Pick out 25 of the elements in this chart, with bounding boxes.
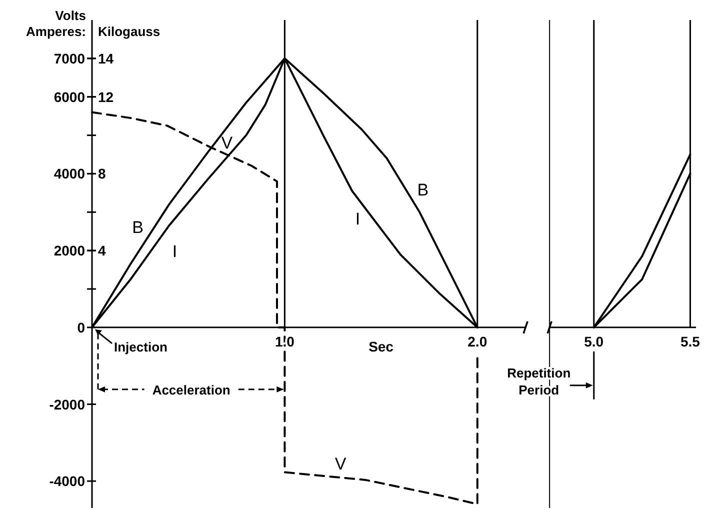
y2-tick-label: 14: [98, 50, 114, 66]
y2-axis-title: Kilogauss: [98, 24, 160, 39]
series-label: I: [355, 210, 360, 229]
y-tick-label: -4000: [49, 473, 86, 490]
text: V: [334, 454, 346, 474]
y2-tick-label: 12: [98, 88, 114, 105]
annotation: Acceleration: [152, 382, 230, 398]
series-label: B: [132, 218, 144, 238]
y2-tick-label: 4: [98, 242, 106, 259]
x-tick-label: 5.0: [584, 333, 604, 350]
text: I: [172, 242, 178, 262]
x-axis-title: Sec: [368, 338, 394, 354]
y-axis-title: Volts Amperes:: [26, 8, 86, 39]
y2-tick-label: 8: [98, 166, 106, 182]
text: B: [417, 180, 429, 200]
x-tick-label: 5.5: [680, 333, 700, 350]
y-tick-label: 4000: [54, 166, 86, 182]
x-tick-label: 2.0: [468, 333, 488, 350]
y-tick-label: 0: [77, 319, 86, 336]
y-tick-label: 6000: [54, 88, 86, 105]
y-tick-label: 2000: [54, 242, 86, 259]
y-tick-label: -2000: [49, 396, 86, 412]
annotation: Injection: [114, 339, 168, 354]
series-label: V: [221, 134, 234, 153]
y-tick-label: 7000: [54, 50, 86, 66]
